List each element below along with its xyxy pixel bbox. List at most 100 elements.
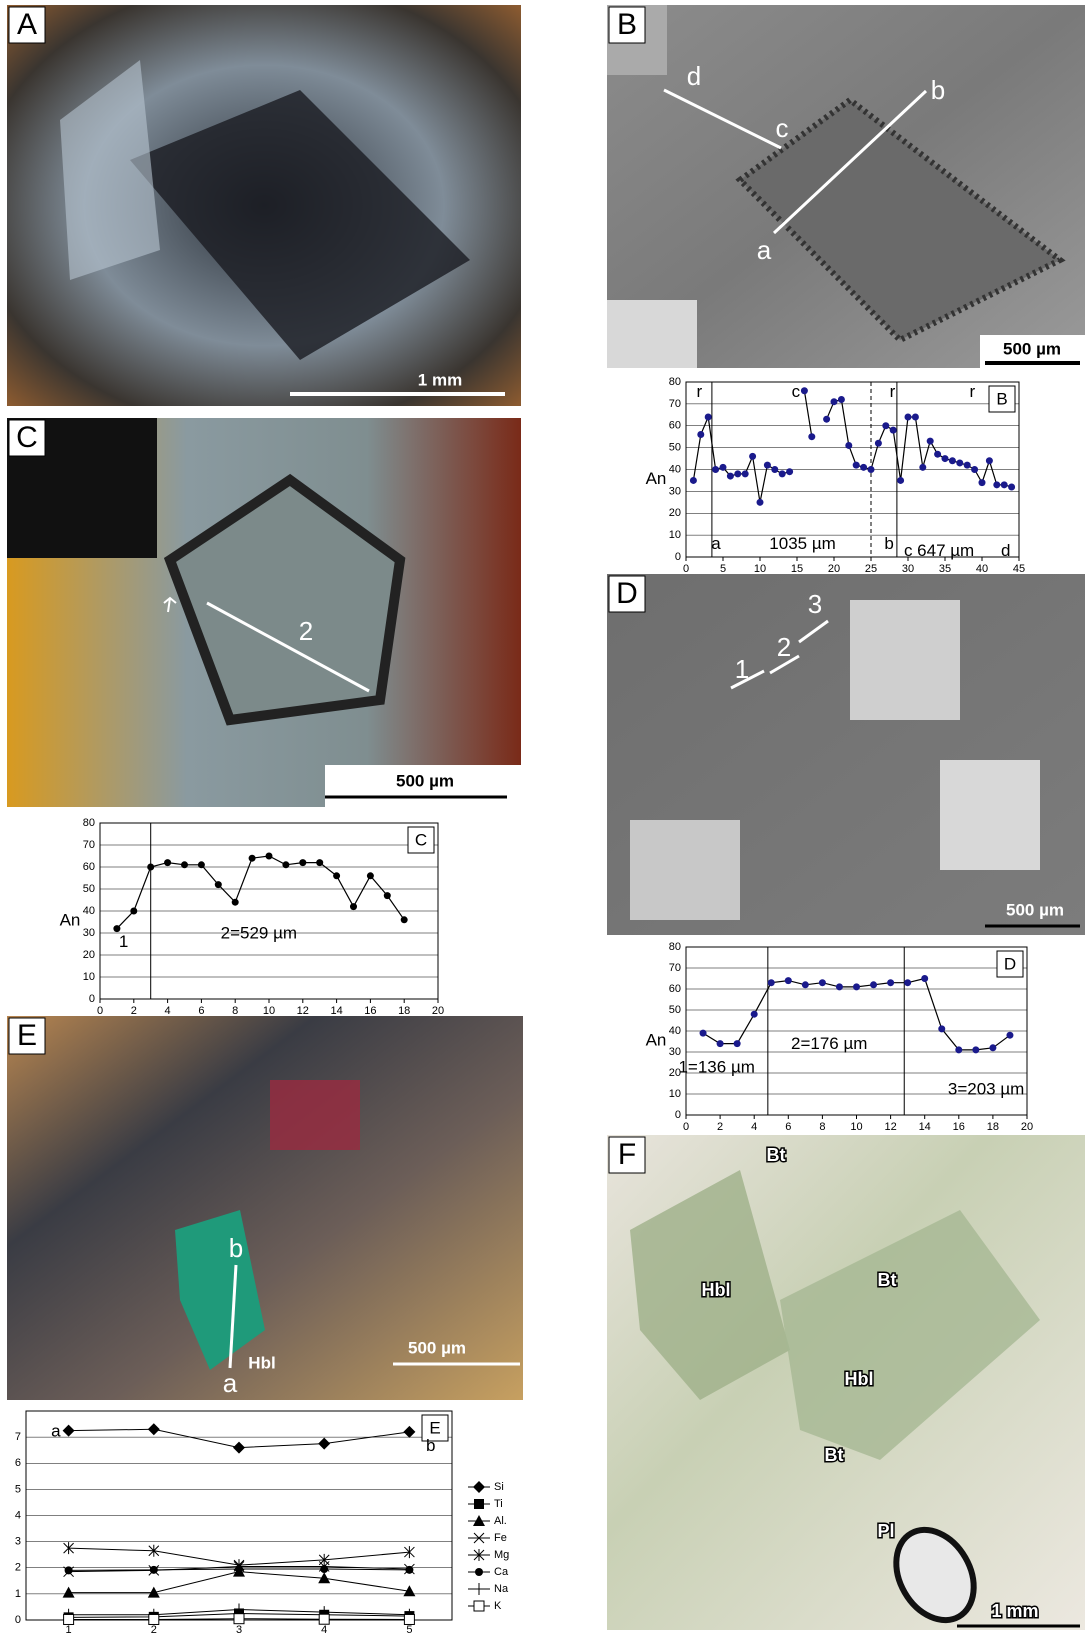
data-point	[282, 861, 289, 868]
y-tick-label: 70	[669, 962, 681, 974]
x-tick-label: 35	[939, 563, 951, 575]
data-point	[921, 975, 928, 982]
panel-label: B	[617, 8, 637, 41]
profile-label: a	[757, 235, 772, 265]
data-point	[299, 859, 306, 866]
data-point	[785, 977, 792, 984]
data-point	[700, 1030, 707, 1037]
annotation: 2=176 µm	[791, 1034, 867, 1053]
y-tick-label: 80	[669, 941, 681, 953]
x-tick-label: 40	[976, 563, 988, 575]
data-point	[956, 459, 963, 466]
profile-label: 2	[299, 616, 313, 646]
x-tick-label: 3	[236, 1624, 242, 1633]
grain	[270, 1080, 360, 1150]
marker	[474, 1499, 484, 1509]
mineral-label: Hbl	[248, 1353, 275, 1372]
marker	[473, 1481, 485, 1493]
y-axis-label: An	[646, 469, 667, 488]
annotation: b	[884, 534, 893, 553]
data-point	[316, 859, 323, 866]
x-tick-label: 4	[165, 1005, 171, 1017]
panel-label: B	[996, 389, 1007, 408]
panel-label: D	[1004, 954, 1016, 973]
data-point	[927, 438, 934, 445]
panel-a: A 1 mm	[7, 5, 521, 406]
x-tick-label: 5	[720, 563, 726, 575]
marker	[474, 1583, 484, 1595]
data-point	[823, 416, 830, 423]
marker	[405, 1566, 413, 1574]
panel-label: D	[616, 577, 638, 610]
annotation: c	[792, 382, 801, 401]
data-point	[697, 431, 704, 438]
data-point	[690, 477, 697, 484]
x-tick-label: 0	[97, 1005, 103, 1017]
data-point	[717, 1040, 724, 1047]
y-tick-label: 3	[15, 1536, 21, 1548]
grain	[850, 600, 960, 720]
data-point	[986, 457, 993, 464]
data-point	[734, 1040, 741, 1047]
scale-label: 1 mm	[418, 370, 462, 389]
y-tick-label: 6	[15, 1457, 21, 1469]
marker	[234, 1614, 244, 1624]
x-tick-label: 12	[297, 1005, 309, 1017]
annotation: c 647 µm	[904, 541, 974, 560]
grain	[630, 820, 740, 920]
data-point	[989, 1044, 996, 1051]
legend-label: Ca	[494, 1566, 509, 1578]
data-point	[384, 892, 391, 899]
data-point	[870, 981, 877, 988]
marker	[474, 1601, 484, 1611]
marker	[235, 1565, 243, 1573]
y-tick-label: 60	[83, 861, 95, 873]
data-point	[350, 903, 357, 910]
panel-label: A	[17, 8, 37, 41]
legend-label: Al.	[494, 1515, 507, 1527]
panel-label: C	[16, 421, 38, 454]
data-point	[147, 864, 154, 871]
y-tick-label: 4	[15, 1509, 21, 1521]
data-point	[705, 414, 712, 421]
annotation: r	[696, 382, 702, 401]
data-point	[942, 455, 949, 462]
y-axis-label: An	[60, 910, 81, 929]
data-point	[198, 861, 205, 868]
x-tick-label: 16	[364, 1005, 376, 1017]
data-point	[1006, 1032, 1013, 1039]
annotation: a	[711, 534, 721, 553]
y-tick-label: 80	[83, 817, 95, 829]
data-point	[801, 387, 808, 394]
data-point	[979, 479, 986, 486]
scale-label: 500 µm	[396, 771, 454, 790]
data-point	[771, 466, 778, 473]
legend-label: Ti	[494, 1498, 503, 1510]
y-tick-label: 80	[669, 376, 681, 388]
data-point	[955, 1046, 962, 1053]
x-tick-label: 18	[398, 1005, 410, 1017]
x-tick-label: 0	[683, 563, 689, 575]
data-point	[964, 462, 971, 469]
scale-label: 500 µm	[1006, 900, 1064, 919]
grain	[940, 760, 1040, 870]
y-tick-label: 40	[669, 463, 681, 475]
y-tick-label: 40	[669, 1025, 681, 1037]
marker	[150, 1566, 158, 1574]
mineral-label: Pl	[877, 1521, 894, 1541]
data-point	[266, 853, 273, 860]
data-point	[751, 1011, 758, 1018]
data-point	[734, 470, 741, 477]
y-tick-label: 10	[669, 1088, 681, 1100]
panel-label: E	[17, 1019, 37, 1052]
data-point	[1008, 484, 1015, 491]
panel-c: C 2 500 µm	[7, 418, 521, 807]
data-point	[938, 1025, 945, 1032]
data-point	[836, 983, 843, 990]
x-tick-label: 2	[717, 1121, 723, 1133]
x-tick-label: 16	[953, 1121, 965, 1133]
data-point	[1001, 481, 1008, 488]
annotation: 3=203 µm	[948, 1079, 1024, 1098]
x-tick-label: 30	[902, 563, 914, 575]
x-tick-label: 5	[406, 1624, 412, 1633]
